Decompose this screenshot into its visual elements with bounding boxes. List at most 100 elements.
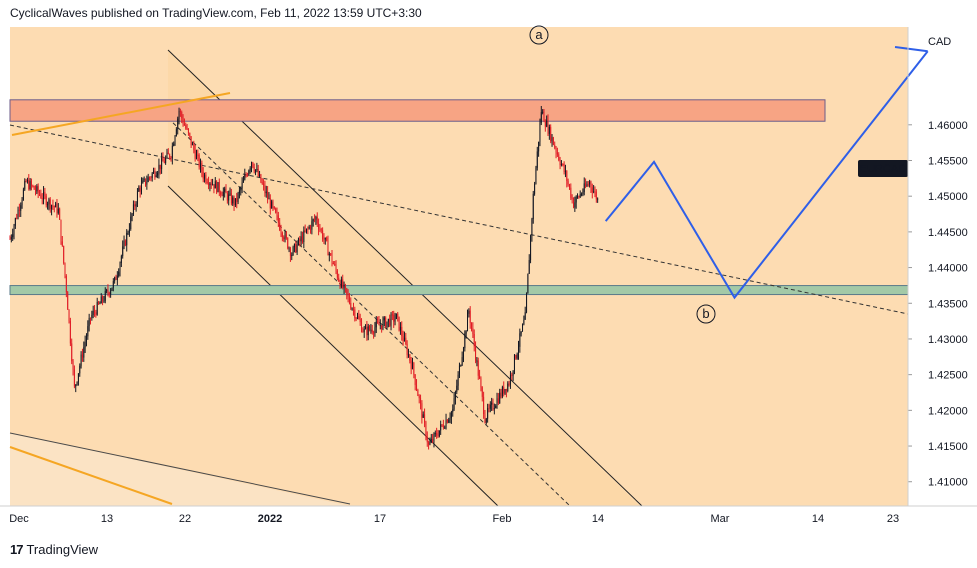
candle-body — [103, 300, 105, 302]
candle-body — [118, 271, 120, 276]
candle-body — [597, 198, 599, 200]
candle-body — [41, 198, 43, 200]
candle-body — [119, 262, 121, 272]
candle-body — [165, 157, 167, 163]
candle-body — [57, 208, 59, 214]
candle-body — [591, 187, 593, 193]
candle-body — [213, 184, 215, 189]
candle-body — [28, 179, 30, 190]
candle-body — [418, 396, 420, 399]
candle-body — [76, 381, 78, 385]
candle-body — [162, 158, 164, 162]
candle-body — [170, 157, 172, 159]
candle-body — [386, 321, 388, 328]
candle-body — [519, 333, 521, 347]
candle-body — [507, 383, 509, 392]
channel-upper-line — [167, 49, 643, 507]
candle-body — [200, 162, 202, 168]
candle-body — [296, 244, 298, 253]
y-tick-label: 1.43000 — [928, 334, 968, 346]
candle-body — [55, 203, 57, 208]
candle-body — [244, 175, 246, 180]
candle-body — [595, 191, 597, 200]
candle-body — [271, 201, 273, 209]
candle-body — [65, 276, 67, 293]
candle-body — [382, 320, 384, 329]
candle-body — [460, 365, 462, 367]
candle-body — [406, 343, 408, 355]
candle-body — [217, 182, 219, 193]
x-tick-label: Mar — [711, 513, 730, 525]
candle-body — [268, 198, 270, 200]
candle-body — [324, 237, 326, 240]
candle-body — [495, 406, 497, 409]
candle-body — [108, 292, 110, 295]
candle-body — [304, 230, 306, 232]
candle-body — [328, 253, 330, 256]
candle-body — [512, 370, 514, 376]
candle-body — [299, 238, 301, 242]
candle-body — [493, 408, 495, 410]
candle-body — [437, 435, 439, 437]
candle-body — [522, 324, 524, 332]
candles-group — [9, 105, 599, 450]
candle-body — [72, 361, 74, 370]
candle-body — [373, 332, 375, 334]
candle-body — [365, 326, 367, 330]
elliott-projection-path — [604, 50, 929, 300]
candle-body — [381, 325, 383, 329]
candle-body — [178, 110, 180, 119]
candle-body — [21, 199, 23, 206]
candle-body — [484, 414, 486, 423]
candle-body — [95, 312, 97, 315]
candle-body — [551, 137, 553, 142]
candle-body — [405, 337, 407, 344]
candle-body — [504, 389, 506, 394]
candle-body — [311, 221, 313, 230]
candle-body — [253, 167, 255, 172]
candle-body — [555, 147, 557, 153]
candle-body — [526, 293, 528, 313]
candle-body — [356, 316, 358, 319]
candle-body — [593, 191, 595, 193]
candle-body — [413, 362, 415, 375]
tradingview-footer[interactable]: 17 TradingView — [10, 542, 98, 557]
candle-body — [292, 247, 294, 255]
candle-body — [511, 374, 513, 376]
candle-body — [467, 313, 469, 332]
candle-body — [272, 201, 274, 207]
candle-body — [32, 185, 34, 187]
candle-body — [81, 354, 83, 358]
candle-body — [540, 112, 542, 123]
candle-body — [100, 296, 102, 304]
candle-body — [205, 174, 207, 182]
candle-body — [297, 238, 299, 245]
candle-body — [340, 279, 342, 288]
candle-body — [155, 175, 157, 177]
last-price-badge — [858, 160, 908, 177]
y-tick-label: 1.42500 — [928, 370, 968, 382]
price-chart[interactable]: a b 1.46000 1.45500 1.45000 1.44500 1.44000 1.4… — [0, 0, 977, 540]
upper-orange-trendline — [11, 92, 231, 136]
candle-body — [175, 129, 177, 137]
candle-body — [513, 355, 515, 371]
candle-body — [151, 173, 153, 178]
candle-body — [26, 179, 28, 182]
candle-body — [398, 316, 400, 331]
candle-body — [79, 365, 81, 374]
candle-body — [489, 404, 491, 409]
candle-body — [84, 341, 86, 348]
candle-body — [226, 193, 228, 201]
candle-body — [13, 225, 15, 235]
candle-body — [371, 329, 373, 333]
candle-body — [500, 392, 502, 397]
candle-body — [246, 175, 248, 177]
candle-body — [277, 215, 279, 223]
candle-body — [190, 136, 192, 146]
candle-body — [585, 183, 587, 187]
candle-body — [564, 171, 566, 173]
candle-body — [442, 425, 444, 428]
candle-body — [48, 199, 50, 205]
candle-body — [171, 145, 173, 159]
candle-body — [461, 357, 463, 366]
